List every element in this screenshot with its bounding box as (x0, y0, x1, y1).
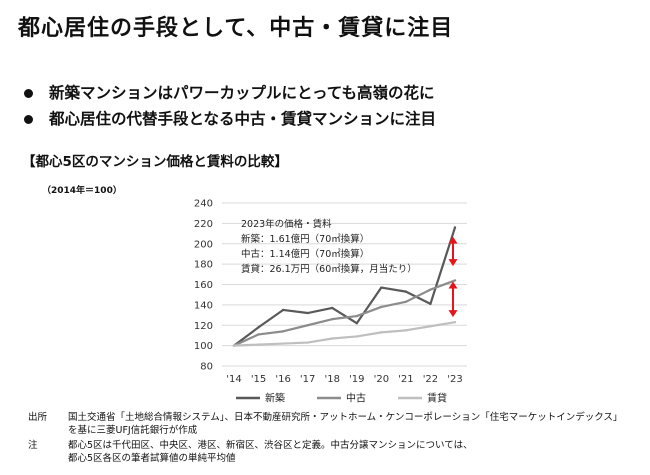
y-tick-label: 200 (194, 239, 213, 250)
data-point (453, 226, 457, 229)
data-point (281, 342, 285, 345)
x-tick-label: '21 (398, 374, 413, 385)
data-point (429, 325, 432, 328)
footnotes: 出所 国土交通省「土地総合情報システム」、日本不動産研究所・アットホーム・ケンコ… (28, 412, 622, 465)
note-line: 都心5区は千代田区、中央区、港区、新宿区、渋谷区と定義。中古分譲マンションについ… (68, 440, 473, 451)
annotation-line: 2023年の価格・賃料 (241, 218, 332, 230)
x-tick-label: '19 (349, 374, 364, 385)
y-tick-label: 180 (194, 260, 213, 271)
data-point (306, 324, 309, 327)
y-tick-label: 140 (194, 300, 213, 311)
note-line: を基に三菱UFJ信託銀行が作成 (68, 424, 198, 436)
x-tick-label: '17 (300, 374, 315, 385)
x-tick-label: '22 (423, 374, 438, 385)
bullet-text: 新築マンションはパワーカップルにとっても高嶺の花に (49, 84, 435, 102)
series-line-新築 (233, 227, 457, 347)
data-point (331, 306, 334, 310)
bullet-list: 新築マンションはパワーカップルにとっても高嶺の花に 都心居住の代替手段となる中古… (24, 80, 436, 132)
data-point (281, 308, 285, 312)
arrow-head-down-icon (448, 259, 458, 267)
data-point (331, 337, 334, 340)
note-label: 注 (28, 440, 38, 451)
x-tick-label: '16 (275, 374, 290, 385)
data-point (306, 311, 309, 315)
chart-subtitle: （2014年＝100） (42, 186, 122, 196)
x-tick-label: '20 (374, 374, 389, 385)
annotation-line: 賃貸：26.1万円（60㎡換算，月当たり） (241, 263, 417, 275)
source-note: 出所 国土交通省「土地総合情報システム」、日本不動産研究所・アットホーム・ケンコ… (28, 412, 622, 437)
data-point (404, 329, 408, 332)
note-label: 出所 (28, 412, 48, 423)
y-tick-label: 80 (200, 362, 213, 373)
section-title: 【都心5区のマンション価格と賃料の比較】 (22, 154, 288, 170)
data-point (453, 320, 457, 324)
data-point (257, 333, 260, 336)
bullet-dot-icon (24, 88, 33, 98)
data-point (232, 344, 236, 347)
data-point (257, 326, 260, 329)
x-tick-label: '14 (226, 374, 241, 385)
data-point (429, 288, 432, 291)
legend-label: 新築 (265, 392, 285, 405)
note-line: 都心5区各区の筆者試算値の単純平均値 (68, 452, 236, 464)
data-point (380, 305, 383, 309)
data-point (281, 330, 285, 333)
x-tick-label: '18 (324, 374, 339, 385)
arrow-head-up-icon (448, 236, 458, 244)
arrow-head-up-icon (448, 281, 458, 289)
data-point (257, 343, 260, 346)
data-point (355, 335, 358, 338)
data-point (331, 317, 334, 321)
data-point (355, 322, 358, 325)
y-tick-label: 220 (194, 219, 213, 230)
data-point (404, 290, 408, 293)
note-body: 国土交通省「土地総合情報システム」、日本不動産研究所・アットホーム・ケンコーポレ… (68, 412, 622, 437)
x-tick-label: '23 (447, 374, 462, 385)
data-point (306, 341, 309, 344)
series-line-中古 (233, 279, 456, 347)
data-point (380, 286, 383, 289)
x-tick-label: '15 (251, 374, 266, 385)
y-tick-label: 240 (194, 199, 213, 210)
bullet-text: 都心居住の代替手段となる中古・賃貸マンションに注目 (49, 110, 437, 128)
note-body: 都心5区は千代田区、中央区、港区、新宿区、渋谷区と定義。中古分譲マンションについ… (68, 440, 473, 465)
page-title: 都心居住の手段として、中古・賃貸に注目 (18, 16, 454, 41)
y-tick-label: 100 (194, 341, 213, 352)
definition-note: 注 都心5区は千代田区、中央区、港区、新宿区、渋谷区と定義。中古分譲マンションに… (28, 440, 622, 465)
data-point (380, 331, 383, 334)
y-tick-label: 120 (194, 321, 213, 332)
data-point (404, 300, 408, 304)
data-point (453, 279, 457, 282)
note-line: 国土交通省「土地総合情報システム」、日本不動産研究所・アットホーム・ケンコーポレ… (68, 412, 623, 423)
bullet-dot-icon (24, 114, 33, 124)
bullet-item: 新築マンションはパワーカップルにとっても高嶺の花に (24, 80, 436, 106)
bullet-item: 都心居住の代替手段となる中古・賃貸マンションに注目 (24, 106, 436, 132)
y-tick-label: 160 (194, 280, 213, 291)
data-point (429, 302, 432, 306)
series-line-賃貸 (233, 321, 456, 347)
legend-label: 中古 (346, 392, 366, 405)
arrow-head-down-icon (448, 310, 458, 318)
annotation-line: 新築：1.61億円（70㎡換算） (241, 233, 369, 245)
data-point (355, 314, 358, 318)
legend-label: 賃貸 (427, 392, 447, 405)
annotation-line: 中古：1.14億円（70㎡換算） (241, 248, 369, 260)
